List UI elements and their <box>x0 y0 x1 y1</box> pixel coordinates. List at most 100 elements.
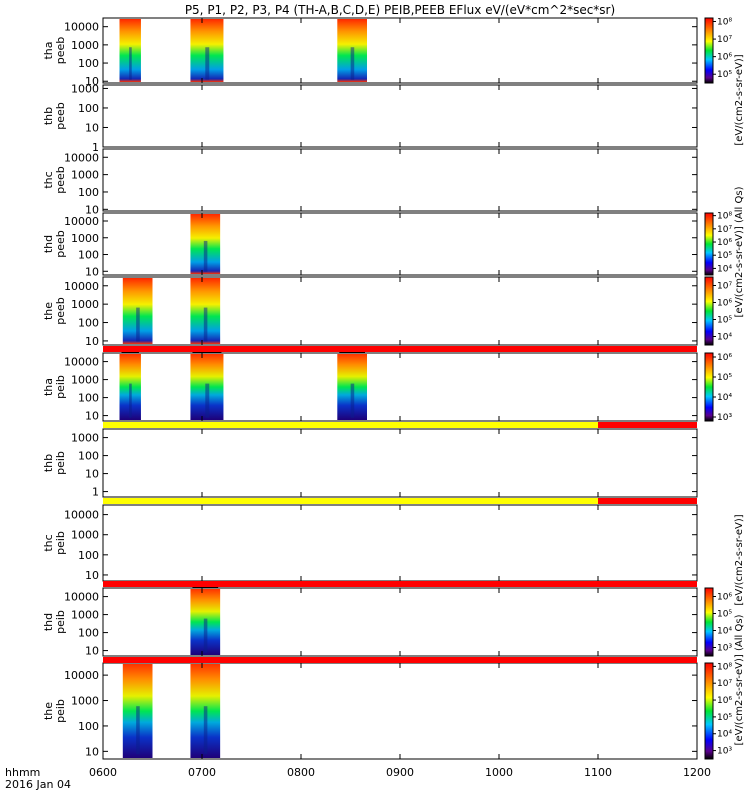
y-tick-label: 1000 <box>71 39 99 52</box>
colorbar-strip <box>704 212 714 276</box>
status-bar <box>103 498 697 504</box>
colorbar-tick-label: 10³ <box>717 644 732 654</box>
panel-label: tha <box>42 41 55 59</box>
y-tick-label: 100 <box>78 102 99 115</box>
colorbar-tick-label: 10⁴ <box>717 393 732 403</box>
x-tick-label: 1100 <box>584 766 612 779</box>
figure-title: P5, P1, P2, P3, P4 (TH-A,B,C,D,E) PEIB,P… <box>185 3 615 17</box>
colorbar-tick-label: 10⁶ <box>717 238 732 248</box>
spectrogram-streak <box>203 307 208 342</box>
panel-thd-peib: 10 100 1000 10000 thd peib <box>42 585 698 658</box>
y-tick-label: 10 <box>85 121 99 134</box>
y-tick-label: 1000 <box>71 695 99 708</box>
y-tick-label: 100 <box>78 249 99 262</box>
status-bars <box>103 346 697 663</box>
spectrogram-streak <box>350 47 355 80</box>
colorbar-tick-label: 10⁷ <box>717 679 732 689</box>
panel-label: peib <box>54 451 67 475</box>
panel-label: peeb <box>54 297 67 325</box>
panel-label: thb <box>42 454 55 472</box>
colorbar-tick-label: 10⁵ <box>717 70 732 80</box>
y-tick-label: 100 <box>78 392 99 405</box>
y-tick-label: 100 <box>78 186 99 199</box>
panel-thb-peib: 1 10 100 1000 thb peib <box>42 428 698 499</box>
status-segment <box>103 657 697 663</box>
y-tick-label: 10 <box>85 335 99 348</box>
panel-label: peib <box>54 610 67 634</box>
spectrogram-streak <box>136 307 140 342</box>
y-tick-label: 10000 <box>64 591 99 604</box>
y-tick-label: 10000 <box>64 151 99 164</box>
panel-tha-peib: 10 100 1000 10000 tha peib <box>42 350 698 423</box>
spectrogram-streak <box>136 706 140 755</box>
y-tick-label: 10 <box>85 745 99 758</box>
y-tick-label: 100 <box>78 720 99 733</box>
y-tick-label: 10 <box>85 203 99 216</box>
colorbar-strip <box>704 276 714 346</box>
colorbar-tick-label: 10³ <box>717 413 732 423</box>
x-tick-label: 0800 <box>287 766 315 779</box>
x-axis-date-label: 2016 Jan 04 <box>5 778 71 791</box>
panel-label: thd <box>42 613 55 631</box>
status-bar <box>103 581 697 587</box>
y-tick-label: 1000 <box>71 298 99 311</box>
panel-label: peeb <box>54 230 67 258</box>
status-bar <box>103 657 697 663</box>
panel-label: peeb <box>54 37 67 65</box>
colorbar-tick-label: 10⁵ <box>717 316 732 326</box>
y-tick-label: 100 <box>78 627 99 640</box>
colorbar-tick-label: 10⁵ <box>717 373 732 383</box>
colorbar-tick-label: 10⁸ <box>717 212 732 222</box>
spectrogram-streak <box>203 706 208 755</box>
colorbars: 10⁸ 10⁷ 10⁶ 10⁵ 10⁸ 10⁷ 10⁶ 10⁵ 10⁴ 10⁷ 10⁶ 10⁵ 10⁴ 1… <box>704 17 732 760</box>
panel-label: the <box>42 702 55 720</box>
panel-frame <box>102 504 698 582</box>
y-tick-label: 10 <box>85 265 99 278</box>
x-tick-label: 0600 <box>89 766 117 779</box>
colorbar-tick-label: 10⁶ <box>717 53 732 63</box>
colorbar-tick-label: 10⁵ <box>717 251 732 261</box>
y-tick-label: 10000 <box>64 21 99 34</box>
panel-label: peib <box>54 699 67 723</box>
colorbar-tha-peib: 10⁶ 10⁵ 10⁴ 10³ <box>704 352 732 423</box>
panel-the-peeb: 10 100 1000 10000 the peeb <box>42 276 698 348</box>
spectrogram-streak <box>203 240 208 272</box>
colorbar-tick-label: 10⁶ <box>717 696 732 706</box>
status-segment <box>598 422 697 428</box>
status-segment <box>103 422 598 428</box>
colorbar-tick-label: 10⁷ <box>717 225 732 235</box>
y-tick-label: 100 <box>78 57 99 70</box>
panel-thd-peeb: 10 100 1000 10000 thd peeb <box>42 212 698 278</box>
colorbar-tick-label: 10⁸ <box>717 18 732 28</box>
x-tick-label: 1000 <box>485 766 513 779</box>
colorbar-tha-peeb: 10⁸ 10⁷ 10⁶ 10⁵ <box>704 17 732 84</box>
y-tick-label: 10 <box>85 410 99 423</box>
colorbar-tick-label: 10⁴ <box>717 264 732 274</box>
panel-label: thc <box>42 171 55 188</box>
x-axis-time-label: hhmm <box>5 766 40 779</box>
y-tick-label: 10000 <box>64 215 99 228</box>
y-tick-label: 1000 <box>71 82 99 95</box>
y-tick-label: 1000 <box>71 432 99 445</box>
y-tick-label: 1000 <box>71 374 99 387</box>
y-tick-label: 10 <box>85 569 99 582</box>
panel-label: tha <box>42 378 55 396</box>
panel-frame <box>102 148 698 212</box>
status-segment <box>103 581 697 587</box>
colorbar-tick-label: 10³ <box>717 747 732 757</box>
panel-label: thc <box>42 534 55 551</box>
status-bar <box>103 346 697 352</box>
colorbar-strip <box>704 587 714 657</box>
panel-label: the <box>42 302 55 320</box>
status-segment <box>103 346 697 352</box>
colorbar-unit-label-peib-thc: [eV/(cm2-s-sr-eV)] (All Qs) <box>734 614 745 745</box>
panel-frame <box>102 84 698 148</box>
spectrogram-streak <box>350 383 355 418</box>
y-tick-label: 1000 <box>71 529 99 542</box>
colorbar-tick-label: 10⁶ <box>717 353 732 363</box>
colorbar-thd-peib: 10⁶ 10⁵ 10⁴ 10³ <box>704 587 732 657</box>
colorbar-tick-label: 10⁷ <box>717 282 732 292</box>
colorbar-tick-label: 10⁵ <box>717 610 732 620</box>
y-tick-label: 100 <box>78 317 99 330</box>
